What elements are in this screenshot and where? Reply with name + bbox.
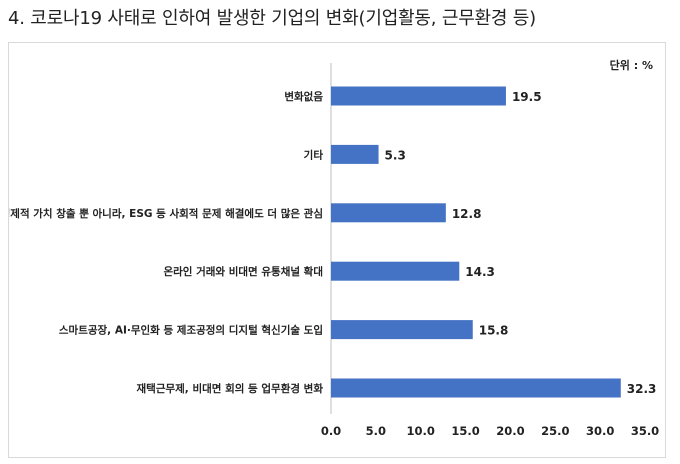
x-tick-label-0: 0.0: [321, 424, 341, 438]
category-label-1: 기타: [304, 148, 324, 161]
x-tick-label-4: 20.0: [496, 424, 524, 438]
x-tick-label-5: 25.0: [541, 424, 569, 438]
bar-0: [331, 86, 506, 106]
bar-1: [331, 144, 379, 164]
value-label-1: 5.3: [385, 148, 406, 162]
chart-frame: 단위 : % 변화없음 19.5 기타 5.3 경제적 가치 창출 뿐 아니라, ESG…: [8, 42, 666, 458]
category-label-0: 변화없음: [284, 90, 323, 103]
bar-4: [331, 320, 473, 340]
x-tick-label-3: 15.0: [451, 424, 479, 438]
value-label-3: 14.3: [465, 265, 495, 279]
bar-3: [331, 261, 460, 281]
unit-note: 단위 : %: [609, 59, 653, 72]
category-label-5: 재택근무제, 비대면 회의 등 업무환경 변화: [137, 382, 324, 395]
category-label-4: 스마트공장, AI·무인화 등 제조공정의 디지털 혁신기술 도입: [59, 324, 323, 337]
value-label-4: 15.8: [479, 324, 509, 338]
value-label-0: 19.5: [512, 90, 542, 104]
x-tick-label-2: 10.0: [407, 424, 435, 438]
value-label-5: 32.3: [627, 382, 657, 396]
x-tick-label-7: 35.0: [631, 424, 659, 438]
bar-5: [331, 378, 621, 398]
bar-2: [331, 203, 446, 223]
x-tick-label-6: 30.0: [586, 424, 614, 438]
category-label-3: 온라인 거래와 비대면 유통채널 확대: [163, 265, 323, 278]
category-label-2: 경제적 가치 창출 뿐 아니라, ESG 등 사회적 문제 해결에도 더 많은 …: [9, 207, 323, 220]
x-tick-label-1: 5.0: [366, 424, 386, 438]
page-heading: 4. 코로나19 사태로 인하여 발생한 기업의 변화(기업활동, 근무환경 등…: [8, 8, 536, 29]
value-label-2: 12.8: [452, 207, 482, 221]
bar-chart: 변화없음 19.5 기타 5.3 경제적 가치 창출 뿐 아니라, ESG 등 사회적 …: [9, 63, 659, 438]
